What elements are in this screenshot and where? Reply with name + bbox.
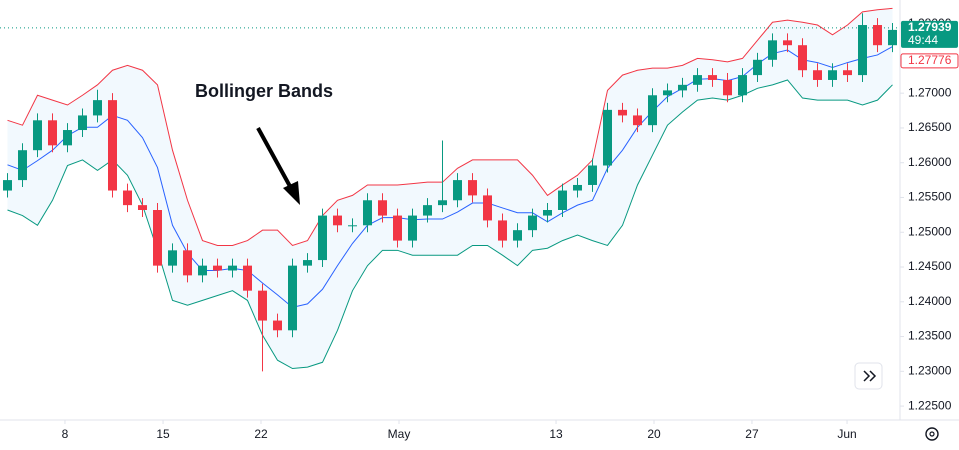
annotation-arrowhead xyxy=(283,181,300,205)
candle-body xyxy=(273,320,282,331)
candle-body xyxy=(48,120,57,146)
candle-body xyxy=(648,95,657,126)
candle-body xyxy=(753,59,762,76)
x-tick-label: 20 xyxy=(647,427,661,441)
x-tick-label: May xyxy=(388,427,411,441)
candle-body xyxy=(3,180,12,191)
y-tick-label: 1.24500 xyxy=(908,259,952,273)
candle-body xyxy=(678,84,687,91)
y-tick-label: 1.27000 xyxy=(908,85,952,99)
candle-body xyxy=(828,70,837,80)
upper-band xyxy=(7,7,893,247)
scroll-button-icon xyxy=(863,370,877,382)
candle-body xyxy=(168,250,177,266)
candle-body xyxy=(813,70,822,80)
candle-body xyxy=(348,225,357,227)
candle-body xyxy=(363,200,372,226)
candle-body xyxy=(723,79,732,96)
candle-body xyxy=(213,265,222,271)
candle-body xyxy=(333,215,342,226)
x-tick-label: 8 xyxy=(62,427,69,441)
candles xyxy=(3,13,897,372)
candle-body xyxy=(303,260,312,266)
x-tick-label: 27 xyxy=(745,427,759,441)
candle-body xyxy=(288,265,297,331)
candle-body xyxy=(138,205,147,210)
candle-body xyxy=(258,290,267,321)
candle-body xyxy=(588,165,597,185)
candle-body xyxy=(513,230,522,241)
y-tick-label: 1.23500 xyxy=(908,329,952,343)
x-tick-label: 22 xyxy=(254,427,268,441)
candle-body xyxy=(153,210,162,266)
y-tick-label: 1.25000 xyxy=(908,224,952,238)
y-tick-label: 1.24000 xyxy=(908,294,952,308)
candle-body xyxy=(108,100,117,191)
y-tick-label: 1.25500 xyxy=(908,190,952,204)
candle-body xyxy=(483,195,492,221)
candle-body xyxy=(438,200,447,206)
candle-body xyxy=(798,45,807,71)
y-tick-label: 1.26000 xyxy=(908,155,952,169)
x-tick-label: 15 xyxy=(156,427,170,441)
candle-body xyxy=(573,184,582,191)
second-price-label: 1.27776 xyxy=(908,53,952,67)
axes: 1.22500 1.23000 1.23500 1.24000 1.24500 1.250… xyxy=(62,16,959,441)
candle-body xyxy=(408,215,417,241)
candle-body xyxy=(768,40,777,60)
candle-body xyxy=(618,109,627,116)
candle-body xyxy=(843,70,852,76)
candle-body xyxy=(393,215,402,241)
candle-body xyxy=(603,109,612,166)
annotation: Bollinger Bands xyxy=(195,81,333,101)
candle-body xyxy=(693,75,702,85)
y-tick-label: 1.22500 xyxy=(908,398,952,412)
candle-body xyxy=(708,75,717,80)
y-tick-label: 1.26500 xyxy=(908,120,952,134)
candle-body xyxy=(873,25,882,46)
candle-body xyxy=(228,265,237,271)
candle-body xyxy=(858,25,867,76)
current-price-label: 1.27939 xyxy=(908,20,952,34)
middle-band xyxy=(7,46,893,308)
candle-body xyxy=(468,180,477,196)
candle-body xyxy=(558,190,567,210)
y-tick-label: 1.23000 xyxy=(908,363,952,377)
band-fill xyxy=(7,8,893,369)
candle-body xyxy=(33,120,42,151)
settings-gear[interactable] xyxy=(925,427,939,441)
candle-body xyxy=(183,250,192,276)
candle-body xyxy=(198,265,207,276)
candle-body xyxy=(453,180,462,201)
candle-body xyxy=(633,115,642,126)
candle-body xyxy=(738,75,747,96)
candle-body xyxy=(63,130,72,146)
candle-body xyxy=(123,190,132,206)
current-price-box xyxy=(901,20,958,48)
candle-body xyxy=(423,205,432,216)
candle-body xyxy=(498,220,507,241)
candle-body xyxy=(18,150,27,181)
candle-body xyxy=(78,115,87,131)
candle-body xyxy=(378,200,387,216)
candle-body xyxy=(93,100,102,116)
candle-body xyxy=(243,265,252,291)
scroll-button[interactable] xyxy=(854,362,883,390)
candle-body xyxy=(783,40,792,46)
annotation-arrow xyxy=(256,127,294,191)
countdown-label: 49:44 xyxy=(908,33,938,47)
x-tick-label: 13 xyxy=(549,427,563,441)
candle-body xyxy=(888,29,897,46)
candle-body xyxy=(318,215,327,261)
candle-body xyxy=(543,210,552,216)
settings-button[interactable] xyxy=(925,427,939,441)
x-tick-label: Jun xyxy=(837,427,856,441)
settings-gear-center xyxy=(929,431,935,437)
second-price-box xyxy=(900,53,959,69)
candle-body xyxy=(663,90,672,96)
candle-body xyxy=(528,215,537,231)
